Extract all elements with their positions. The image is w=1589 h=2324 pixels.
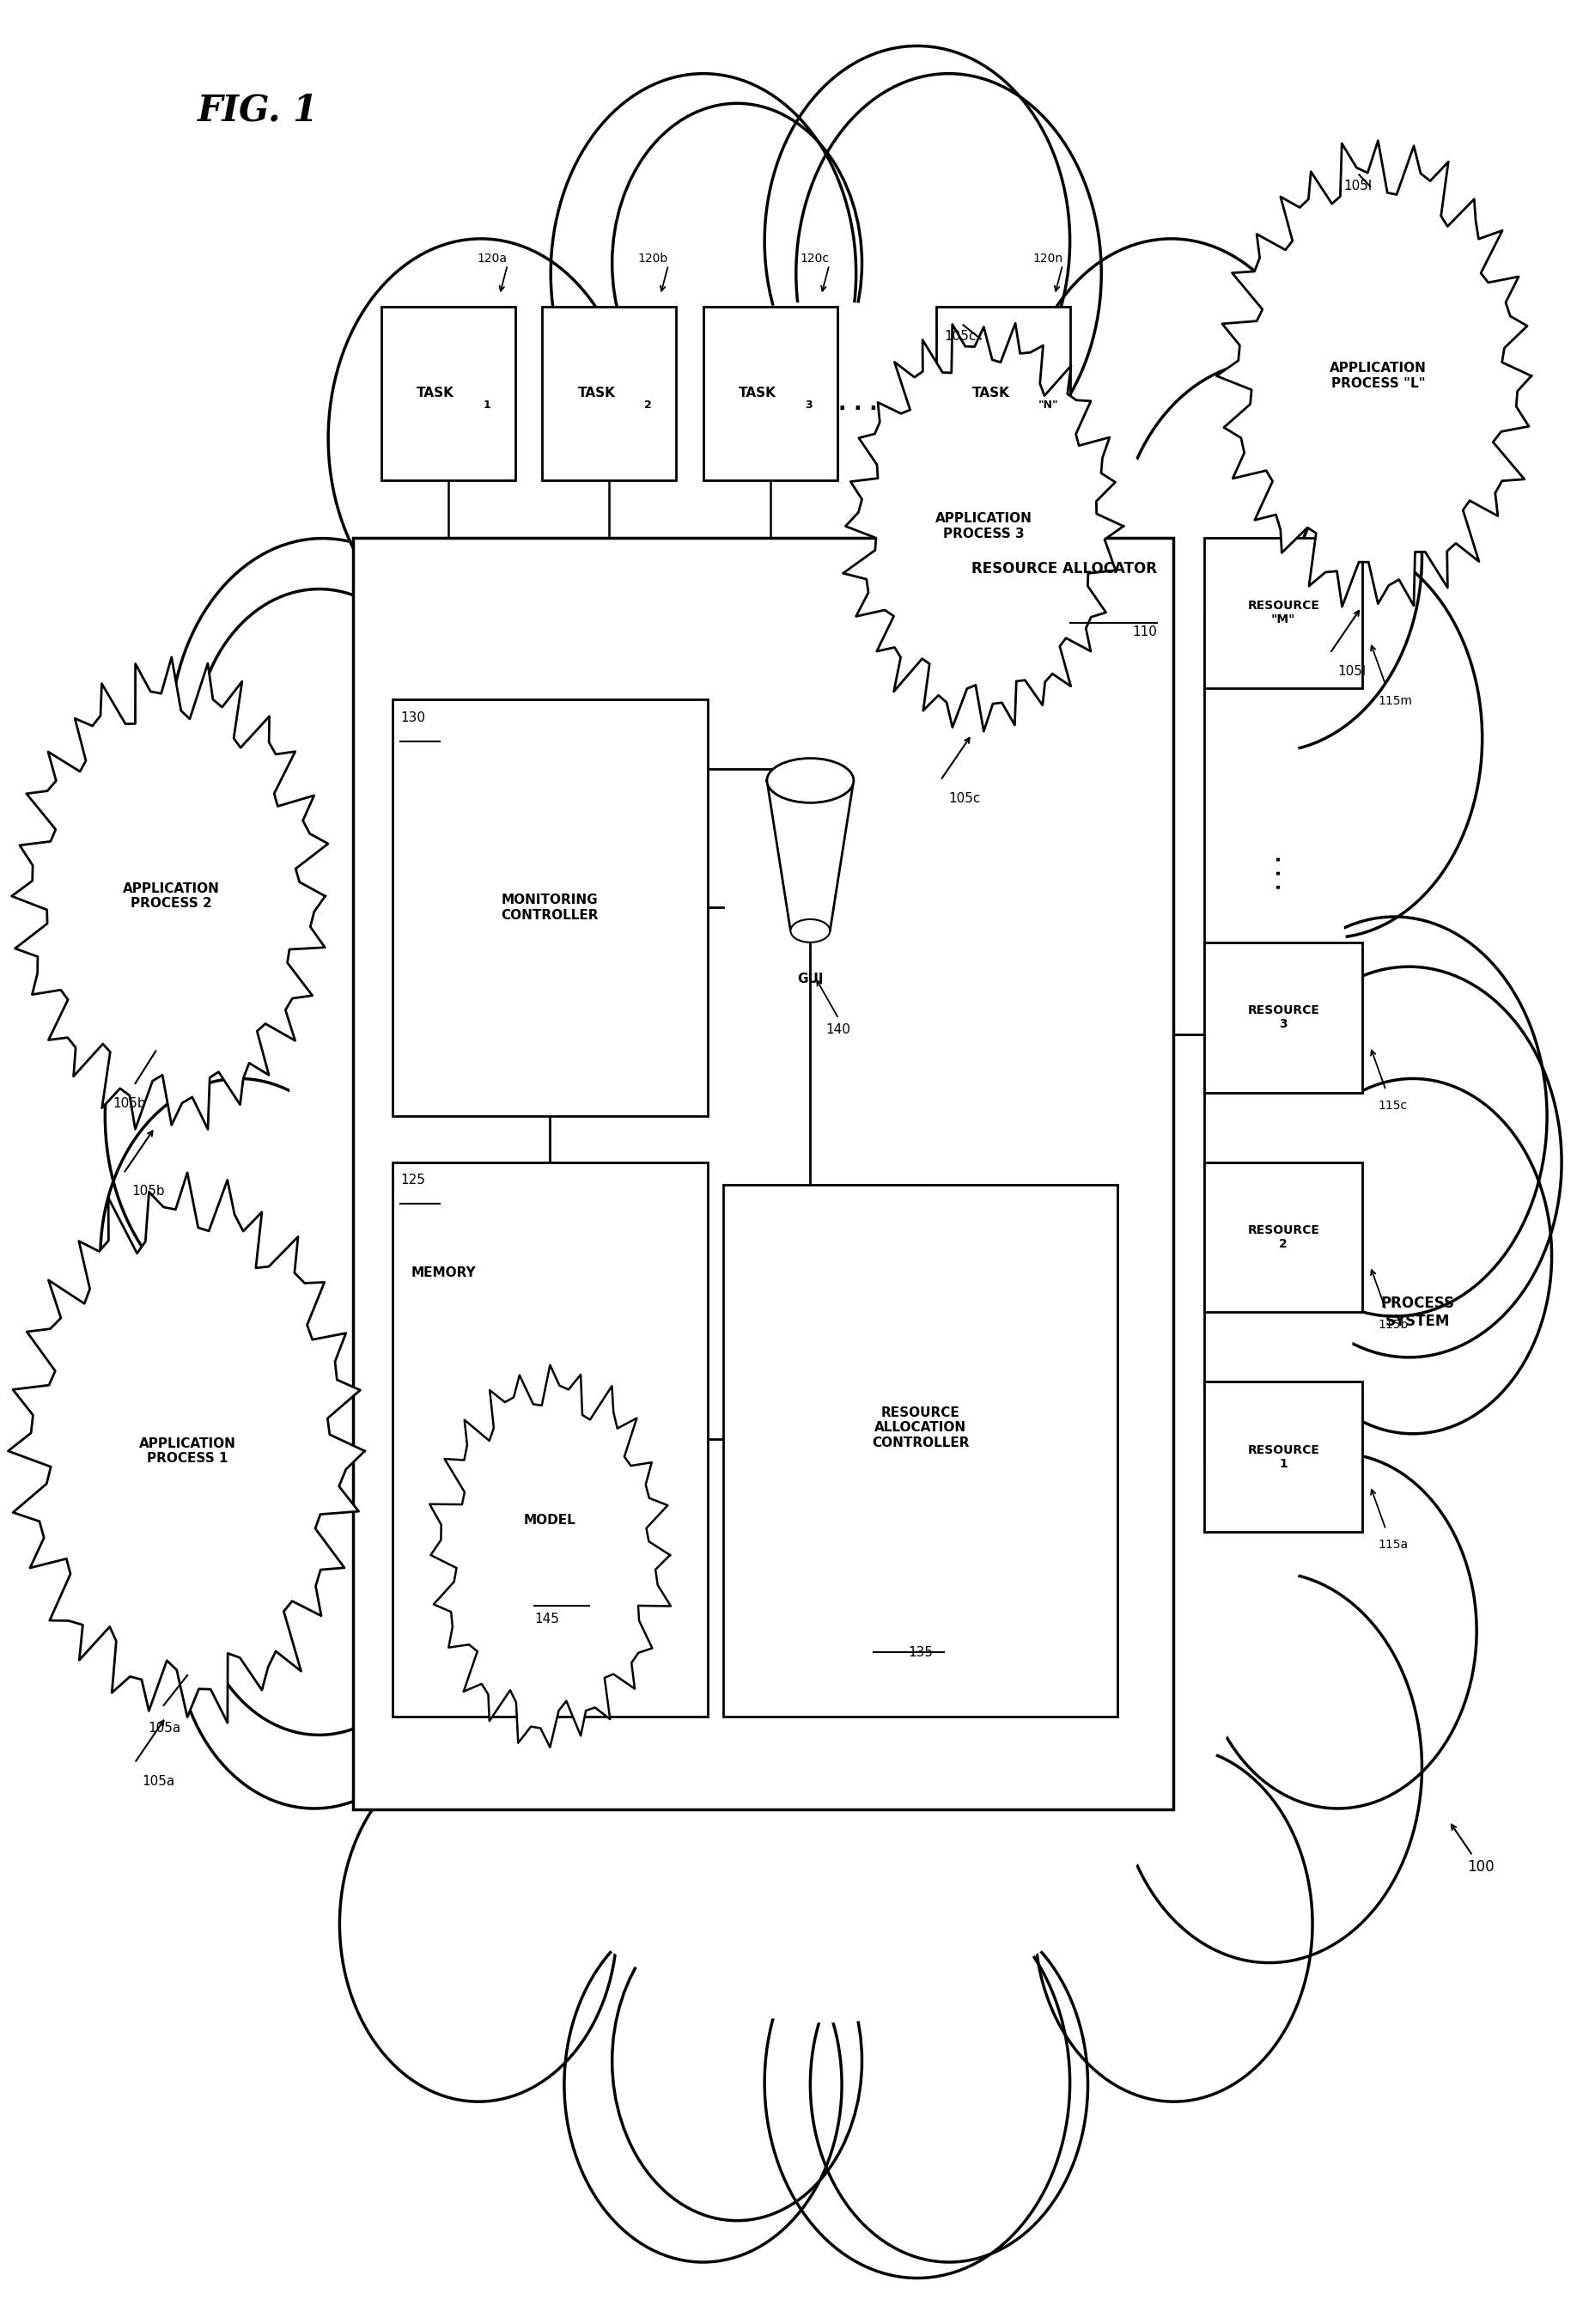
Text: APPLICATION
PROCESS 2: APPLICATION PROCESS 2 bbox=[122, 883, 219, 911]
Text: PROCESS
SYSTEM: PROCESS SYSTEM bbox=[1381, 1294, 1454, 1329]
Text: RESOURCE
2: RESOURCE 2 bbox=[1247, 1225, 1319, 1250]
Text: 115m: 115m bbox=[1378, 695, 1413, 706]
Ellipse shape bbox=[1274, 1078, 1552, 1434]
Text: 115a: 115a bbox=[1378, 1538, 1408, 1550]
Text: RESOURCE
1: RESOURCE 1 bbox=[1247, 1443, 1319, 1469]
Text: MONITORING
CONTROLLER: MONITORING CONTROLLER bbox=[501, 895, 599, 923]
Ellipse shape bbox=[764, 1887, 1069, 2278]
Bar bbox=[392, 1162, 707, 1717]
Text: 105b: 105b bbox=[132, 1185, 165, 1197]
Bar bbox=[392, 700, 707, 1116]
Text: 135: 135 bbox=[909, 1645, 933, 1659]
Ellipse shape bbox=[170, 539, 475, 939]
Text: 105a: 105a bbox=[143, 1776, 175, 1787]
Ellipse shape bbox=[329, 239, 634, 639]
Ellipse shape bbox=[1117, 1571, 1422, 1964]
Polygon shape bbox=[429, 1364, 671, 1748]
Polygon shape bbox=[1217, 142, 1532, 607]
Ellipse shape bbox=[1241, 916, 1548, 1315]
Polygon shape bbox=[844, 323, 1123, 732]
Text: RESOURCE ALLOCATOR: RESOURCE ALLOCATOR bbox=[972, 560, 1157, 576]
Text: 1: 1 bbox=[483, 400, 491, 411]
Ellipse shape bbox=[767, 758, 853, 802]
Text: 105c: 105c bbox=[949, 792, 980, 804]
Ellipse shape bbox=[764, 46, 1069, 437]
Text: 120n: 120n bbox=[1033, 253, 1063, 265]
Ellipse shape bbox=[1034, 1745, 1313, 2101]
Text: APPLICATION
PROCESS 1: APPLICATION PROCESS 1 bbox=[138, 1436, 235, 1464]
Bar bbox=[542, 307, 677, 481]
Text: TASK: TASK bbox=[578, 386, 615, 400]
Text: 105b: 105b bbox=[113, 1097, 146, 1111]
Text: RESOURCE
3: RESOURCE 3 bbox=[1247, 1004, 1319, 1030]
Text: 3: 3 bbox=[804, 400, 812, 411]
Text: GUI: GUI bbox=[798, 971, 823, 985]
Ellipse shape bbox=[810, 1908, 1088, 2261]
Text: RESOURCE
ALLOCATION
CONTROLLER: RESOURCE ALLOCATION CONTROLLER bbox=[872, 1406, 969, 1450]
Ellipse shape bbox=[1200, 1452, 1476, 1808]
Text: 115b: 115b bbox=[1378, 1320, 1408, 1332]
Ellipse shape bbox=[340, 1745, 617, 2101]
Text: . . .: . . . bbox=[837, 393, 877, 414]
Bar bbox=[723, 1185, 1117, 1717]
Text: RESOURCE
"M": RESOURCE "M" bbox=[1247, 600, 1319, 625]
Text: TASK: TASK bbox=[739, 386, 777, 400]
Text: 115c: 115c bbox=[1378, 1099, 1408, 1111]
Text: TASK: TASK bbox=[416, 386, 454, 400]
Ellipse shape bbox=[1257, 967, 1562, 1357]
Text: FIG. 1: FIG. 1 bbox=[197, 93, 319, 128]
Bar bbox=[381, 307, 515, 481]
Text: 100: 100 bbox=[1467, 1859, 1494, 1875]
Text: 120a: 120a bbox=[477, 253, 507, 265]
Text: 145: 145 bbox=[534, 1613, 559, 1627]
Bar bbox=[1204, 1162, 1362, 1313]
Ellipse shape bbox=[791, 920, 829, 941]
Ellipse shape bbox=[100, 1078, 378, 1434]
Ellipse shape bbox=[612, 102, 861, 423]
Text: 130: 130 bbox=[400, 711, 426, 725]
Bar bbox=[936, 307, 1071, 481]
Ellipse shape bbox=[1177, 539, 1483, 939]
Text: 105l: 105l bbox=[1338, 665, 1367, 679]
Ellipse shape bbox=[194, 1415, 443, 1736]
Ellipse shape bbox=[1117, 360, 1422, 753]
Text: "N": "N" bbox=[1038, 400, 1058, 411]
Text: 120c: 120c bbox=[799, 253, 829, 265]
Text: APPLICATION
PROCESS 3: APPLICATION PROCESS 3 bbox=[936, 511, 1033, 539]
Text: MODEL: MODEL bbox=[524, 1513, 577, 1527]
Text: . . .: . . . bbox=[1266, 855, 1284, 890]
Text: 2: 2 bbox=[644, 400, 651, 411]
Ellipse shape bbox=[612, 1901, 861, 2222]
Ellipse shape bbox=[564, 1908, 842, 2261]
Text: 105c: 105c bbox=[944, 330, 976, 342]
Bar bbox=[353, 537, 1173, 1810]
Text: 140: 140 bbox=[826, 1023, 850, 1037]
Ellipse shape bbox=[175, 1452, 453, 1808]
Bar bbox=[1204, 941, 1362, 1092]
Ellipse shape bbox=[1019, 239, 1324, 639]
Polygon shape bbox=[8, 1174, 365, 1722]
Bar bbox=[702, 307, 837, 481]
Text: 110: 110 bbox=[1133, 625, 1157, 639]
Text: 105l: 105l bbox=[1343, 179, 1371, 193]
Text: TASK: TASK bbox=[972, 386, 1009, 400]
Ellipse shape bbox=[194, 588, 443, 909]
Text: APPLICATION
PROCESS "L": APPLICATION PROCESS "L" bbox=[1330, 363, 1427, 390]
Text: 105a: 105a bbox=[148, 1722, 181, 1734]
Bar bbox=[1204, 537, 1362, 688]
Text: 120b: 120b bbox=[639, 253, 669, 265]
Bar bbox=[1204, 1383, 1362, 1532]
Text: 125: 125 bbox=[400, 1174, 424, 1188]
Polygon shape bbox=[110, 0, 1589, 2324]
Text: MEMORY: MEMORY bbox=[412, 1267, 477, 1278]
Polygon shape bbox=[11, 658, 327, 1129]
Ellipse shape bbox=[105, 916, 410, 1315]
Polygon shape bbox=[767, 781, 853, 932]
Ellipse shape bbox=[796, 74, 1101, 474]
Ellipse shape bbox=[551, 74, 856, 474]
Ellipse shape bbox=[288, 302, 1363, 2022]
